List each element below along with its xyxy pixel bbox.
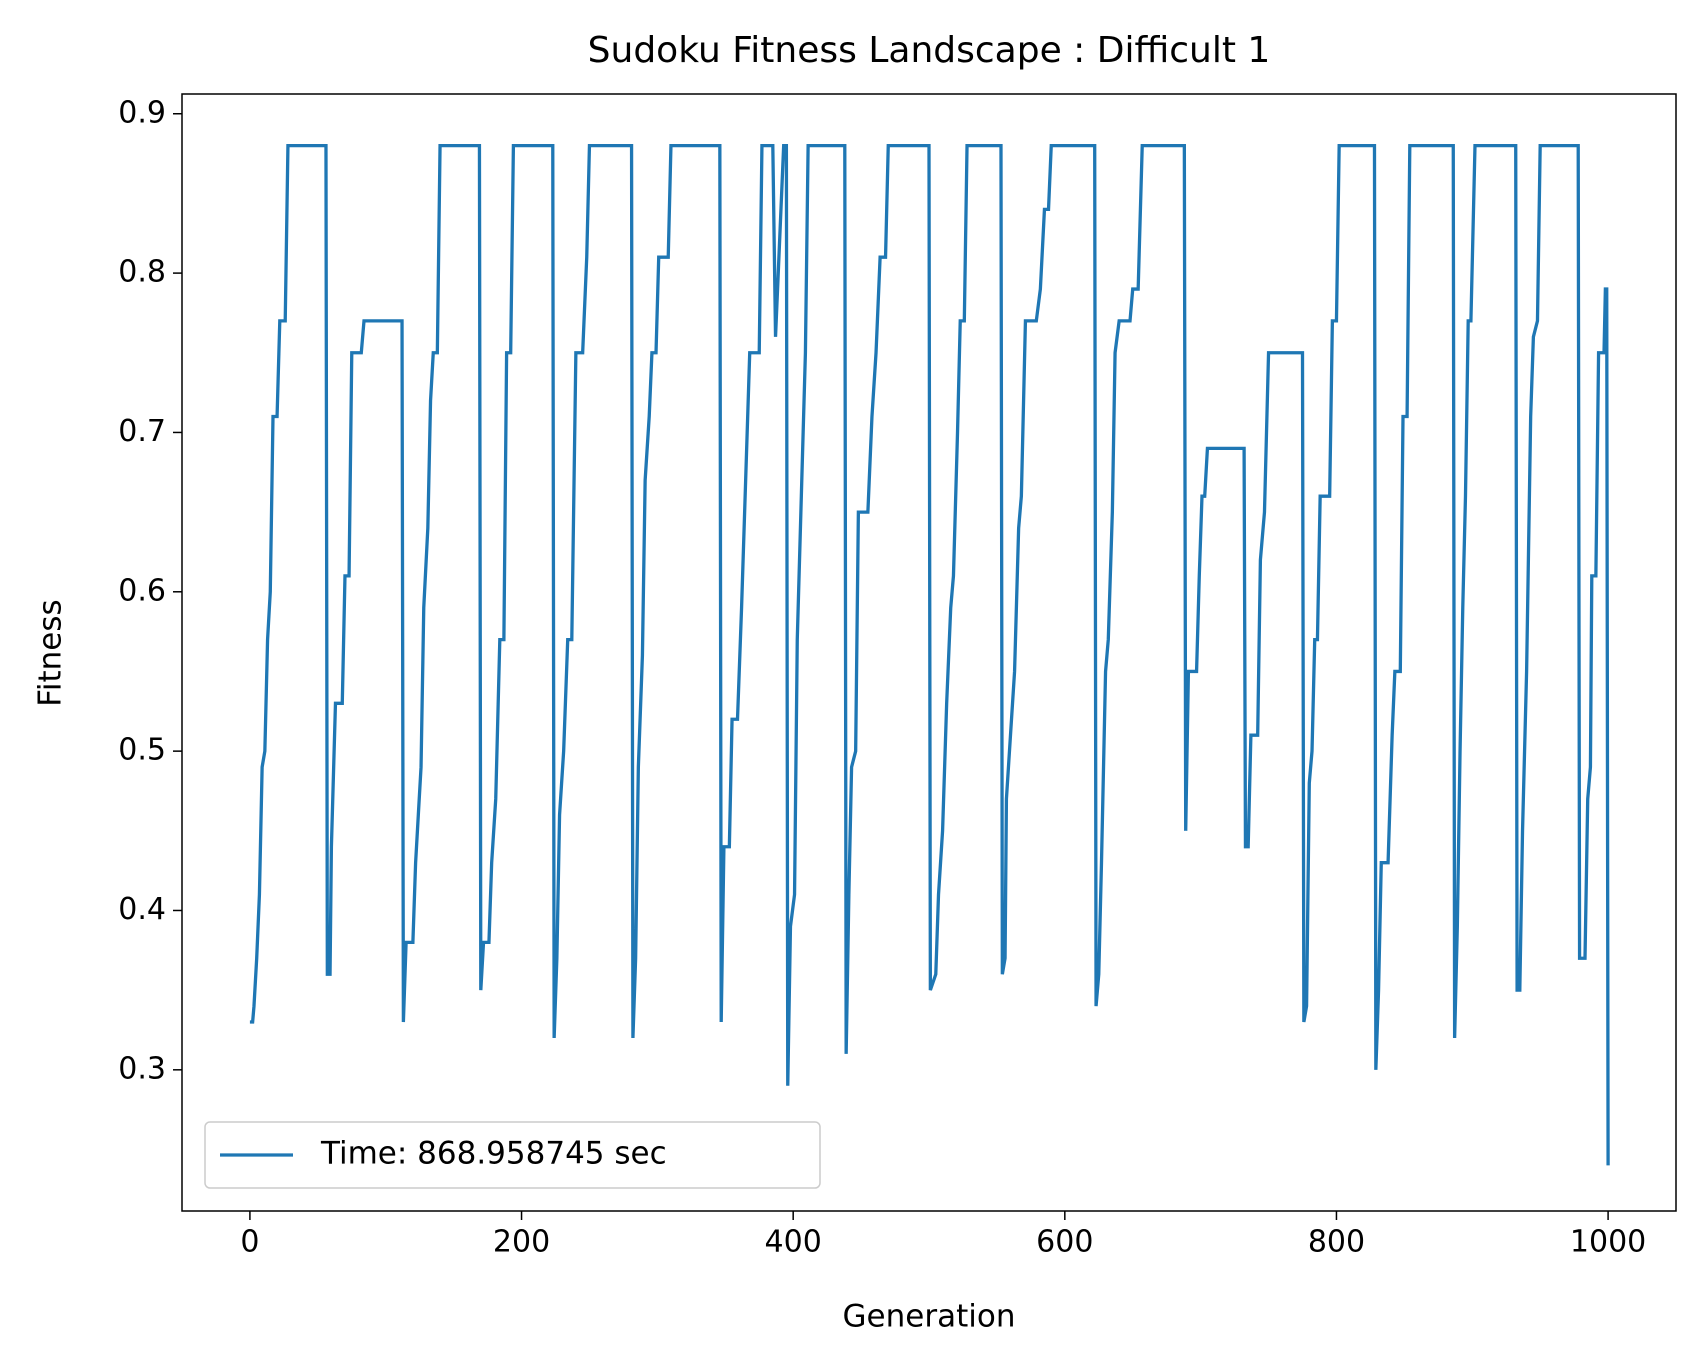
y-tick-label: 0.3 — [118, 1051, 166, 1086]
y-axis-label: Fitness — [33, 599, 69, 706]
x-tick-label: 0 — [240, 1225, 259, 1260]
series-line — [249, 143, 1610, 1166]
x-tick-label: 200 — [493, 1225, 550, 1260]
y-tick-label: 0.4 — [118, 892, 166, 927]
x-tick-label: 800 — [1308, 1225, 1365, 1260]
chart-title: Sudoku Fitness Landscape : Difficult 1 — [588, 30, 1271, 71]
x-tick-label: 1000 — [1570, 1225, 1646, 1260]
x-tick-label: 400 — [765, 1225, 822, 1260]
y-tick-label: 0.7 — [118, 414, 166, 449]
y-tick-label: 0.5 — [118, 733, 166, 768]
y-tick-label: 0.6 — [118, 573, 166, 608]
y-tick-label: 0.8 — [118, 255, 166, 290]
x-axis-label: Generation — [843, 1299, 1016, 1335]
legend-box — [204, 1121, 821, 1189]
plot-frame — [181, 93, 1677, 1212]
x-tick-label: 600 — [1036, 1225, 1093, 1260]
legend-label: Time: 868.958745 sec — [320, 1136, 667, 1172]
y-tick-label: 0.9 — [118, 95, 166, 130]
